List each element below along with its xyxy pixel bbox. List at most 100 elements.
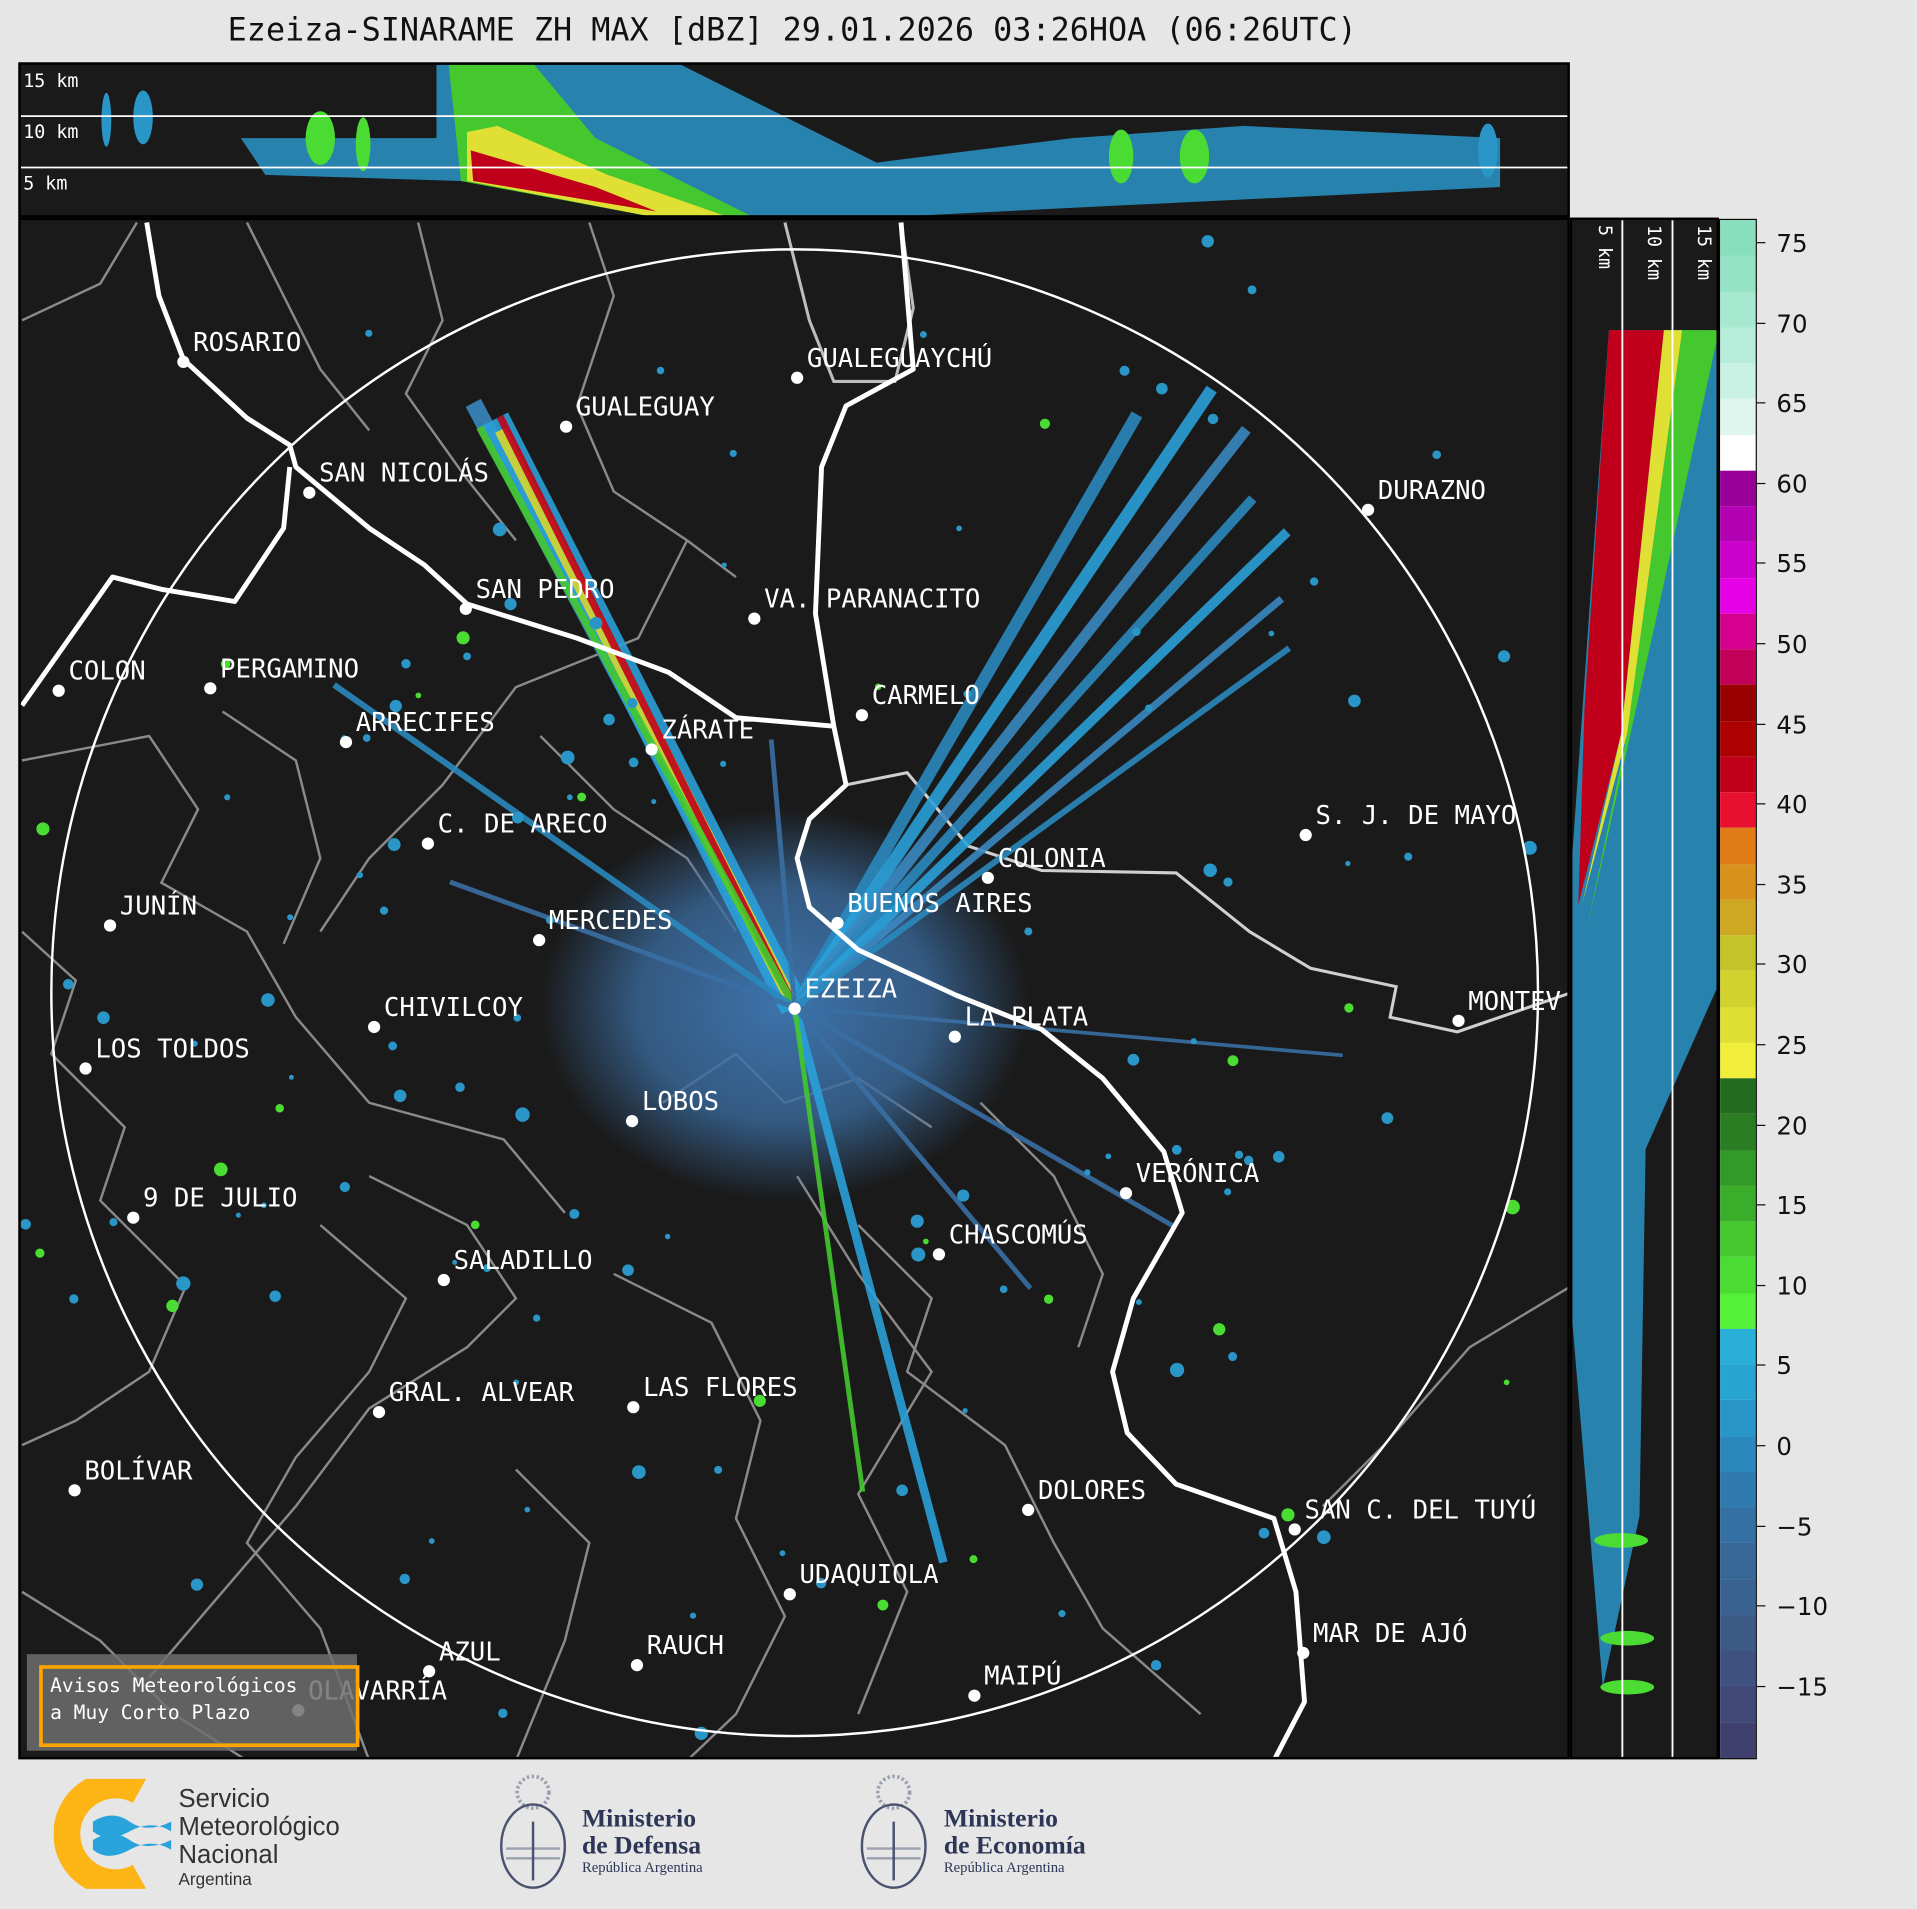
city-label: MAIPÚ — [984, 1660, 1061, 1692]
echo-cell — [365, 329, 373, 337]
echo-cell — [664, 1233, 671, 1240]
echo-ray — [789, 385, 1217, 1011]
city-label: COLONIA — [998, 844, 1106, 874]
city-dot — [52, 684, 65, 697]
echo-cell — [415, 692, 422, 699]
city-label: 9 DE JULIO — [143, 1184, 297, 1214]
echo-cell — [1084, 1169, 1091, 1176]
echo-cell — [1179, 129, 1210, 184]
city-marker: GUALEGUAYCHÚ — [791, 342, 992, 384]
colorbar-band — [1720, 1328, 1756, 1365]
height-label-5km: 5 km — [23, 173, 67, 194]
city-marker: UDAQUIOLA — [783, 1560, 939, 1601]
echo-cell — [1309, 577, 1319, 586]
top-height-panel: 15 km 10 km 5 km — [18, 62, 1570, 218]
city-label: LAS FLORES — [643, 1373, 797, 1403]
echo-cell — [603, 713, 615, 726]
smn-line4: Argentina — [178, 1869, 252, 1889]
echo-cell — [389, 699, 402, 713]
echo-cell — [1432, 450, 1441, 459]
city-marker: 9 DE JULIO — [127, 1184, 298, 1224]
echo-cell — [492, 522, 507, 537]
echo-cell — [388, 1041, 398, 1051]
echo-cell — [874, 683, 882, 690]
echo-cell — [191, 1040, 198, 1047]
height-label-10km: 10 km — [1643, 225, 1664, 280]
echo-cell — [919, 331, 927, 338]
city-label: VERÓNICA — [1136, 1157, 1260, 1189]
uruguay-border — [845, 770, 1568, 1034]
avisos-badge[interactable]: Avisos Meteorológicos a Muy Corto Plazo — [26, 1654, 360, 1751]
colorbar-band — [1720, 434, 1756, 471]
echo-cell — [1247, 285, 1257, 295]
city-label: ZÁRATE — [661, 713, 754, 745]
avisos-line1: Avisos Meteorológicos — [50, 1673, 298, 1697]
echo-cell — [1135, 1299, 1142, 1306]
county-border — [613, 1272, 787, 1757]
echo-cell — [456, 631, 470, 645]
side-height-panel: 5 km 10 km 15 km — [1569, 217, 1719, 1760]
echo-cell — [387, 838, 401, 851]
city-label: ARRECIFES — [356, 708, 495, 738]
echo-cell — [1600, 1630, 1655, 1646]
city-dot — [559, 420, 573, 433]
city-marker: JUNÍN — [103, 889, 197, 932]
city-dot — [177, 355, 190, 368]
county-border — [979, 1101, 1105, 1348]
colorbar-band — [1720, 1006, 1756, 1043]
coastline-main — [144, 222, 1307, 1757]
echo-cell — [560, 750, 575, 765]
echo-cell — [877, 1599, 889, 1611]
county-border — [21, 221, 138, 322]
echo-ray — [789, 411, 1143, 1011]
echo-ray — [794, 1005, 1343, 1058]
county-border — [21, 930, 188, 1447]
smn-logo-text: Servicio Meteorológico Nacional Argentin… — [178, 1785, 339, 1889]
colorbar-band — [1720, 1185, 1756, 1222]
colorbar-band — [1720, 649, 1756, 685]
echo-cell — [176, 1276, 191, 1291]
echo-cell — [1600, 1679, 1655, 1695]
echo-cell — [261, 993, 275, 1007]
echo-ray — [792, 645, 1292, 1010]
echo-cell — [753, 1394, 766, 1407]
echo-core — [1578, 330, 1664, 905]
echo-cell — [1344, 1003, 1354, 1013]
echo-ray — [792, 1007, 866, 1493]
city-label: ROSARIO — [193, 328, 301, 358]
city-dot — [459, 602, 472, 615]
echo-cell — [1497, 650, 1511, 663]
city-dot — [748, 612, 761, 625]
echo-cell — [689, 1612, 697, 1619]
echo-cell — [166, 1299, 179, 1313]
colorbar-band — [1720, 684, 1756, 721]
city-dot — [948, 1030, 961, 1043]
city-dot — [372, 1405, 386, 1419]
colorbar-band — [1720, 1650, 1756, 1687]
city-label: S. J. DE MAYO — [1315, 801, 1516, 831]
colorbar-band — [1720, 577, 1756, 614]
echo-ray — [790, 425, 1251, 1011]
colorbar-band — [1720, 1507, 1756, 1544]
echo-cell — [1203, 863, 1217, 878]
colorbar-band — [1720, 899, 1756, 936]
city-dot — [127, 1211, 140, 1224]
echo-cell — [1150, 1659, 1162, 1671]
echo-cell — [513, 1379, 519, 1386]
echo-cell — [1201, 235, 1214, 248]
city-marker: ARRECIFES — [339, 708, 495, 749]
echo-cell — [815, 1577, 827, 1589]
radar-echoes — [20, 235, 1537, 1740]
city-label: SAN PEDRO — [476, 575, 615, 605]
colorbar-band — [1720, 1722, 1756, 1758]
echo-cell — [577, 792, 587, 802]
city-label: C. DE ARECO — [438, 810, 608, 840]
city-marker: BUENOS AIRES — [831, 889, 1033, 930]
city-dot — [303, 486, 316, 499]
echo-cell — [1505, 1199, 1520, 1215]
colorbar-band — [1720, 470, 1756, 507]
city-markers: ROSARIO GUALEGUAYCHÚ GUALEGUAY SAN NICOLÁS D… — [52, 328, 1561, 1717]
echo-cell — [362, 734, 371, 742]
city-label: DURAZNO — [1378, 476, 1486, 506]
city-marker: LOS TOLDOS — [79, 1035, 250, 1075]
